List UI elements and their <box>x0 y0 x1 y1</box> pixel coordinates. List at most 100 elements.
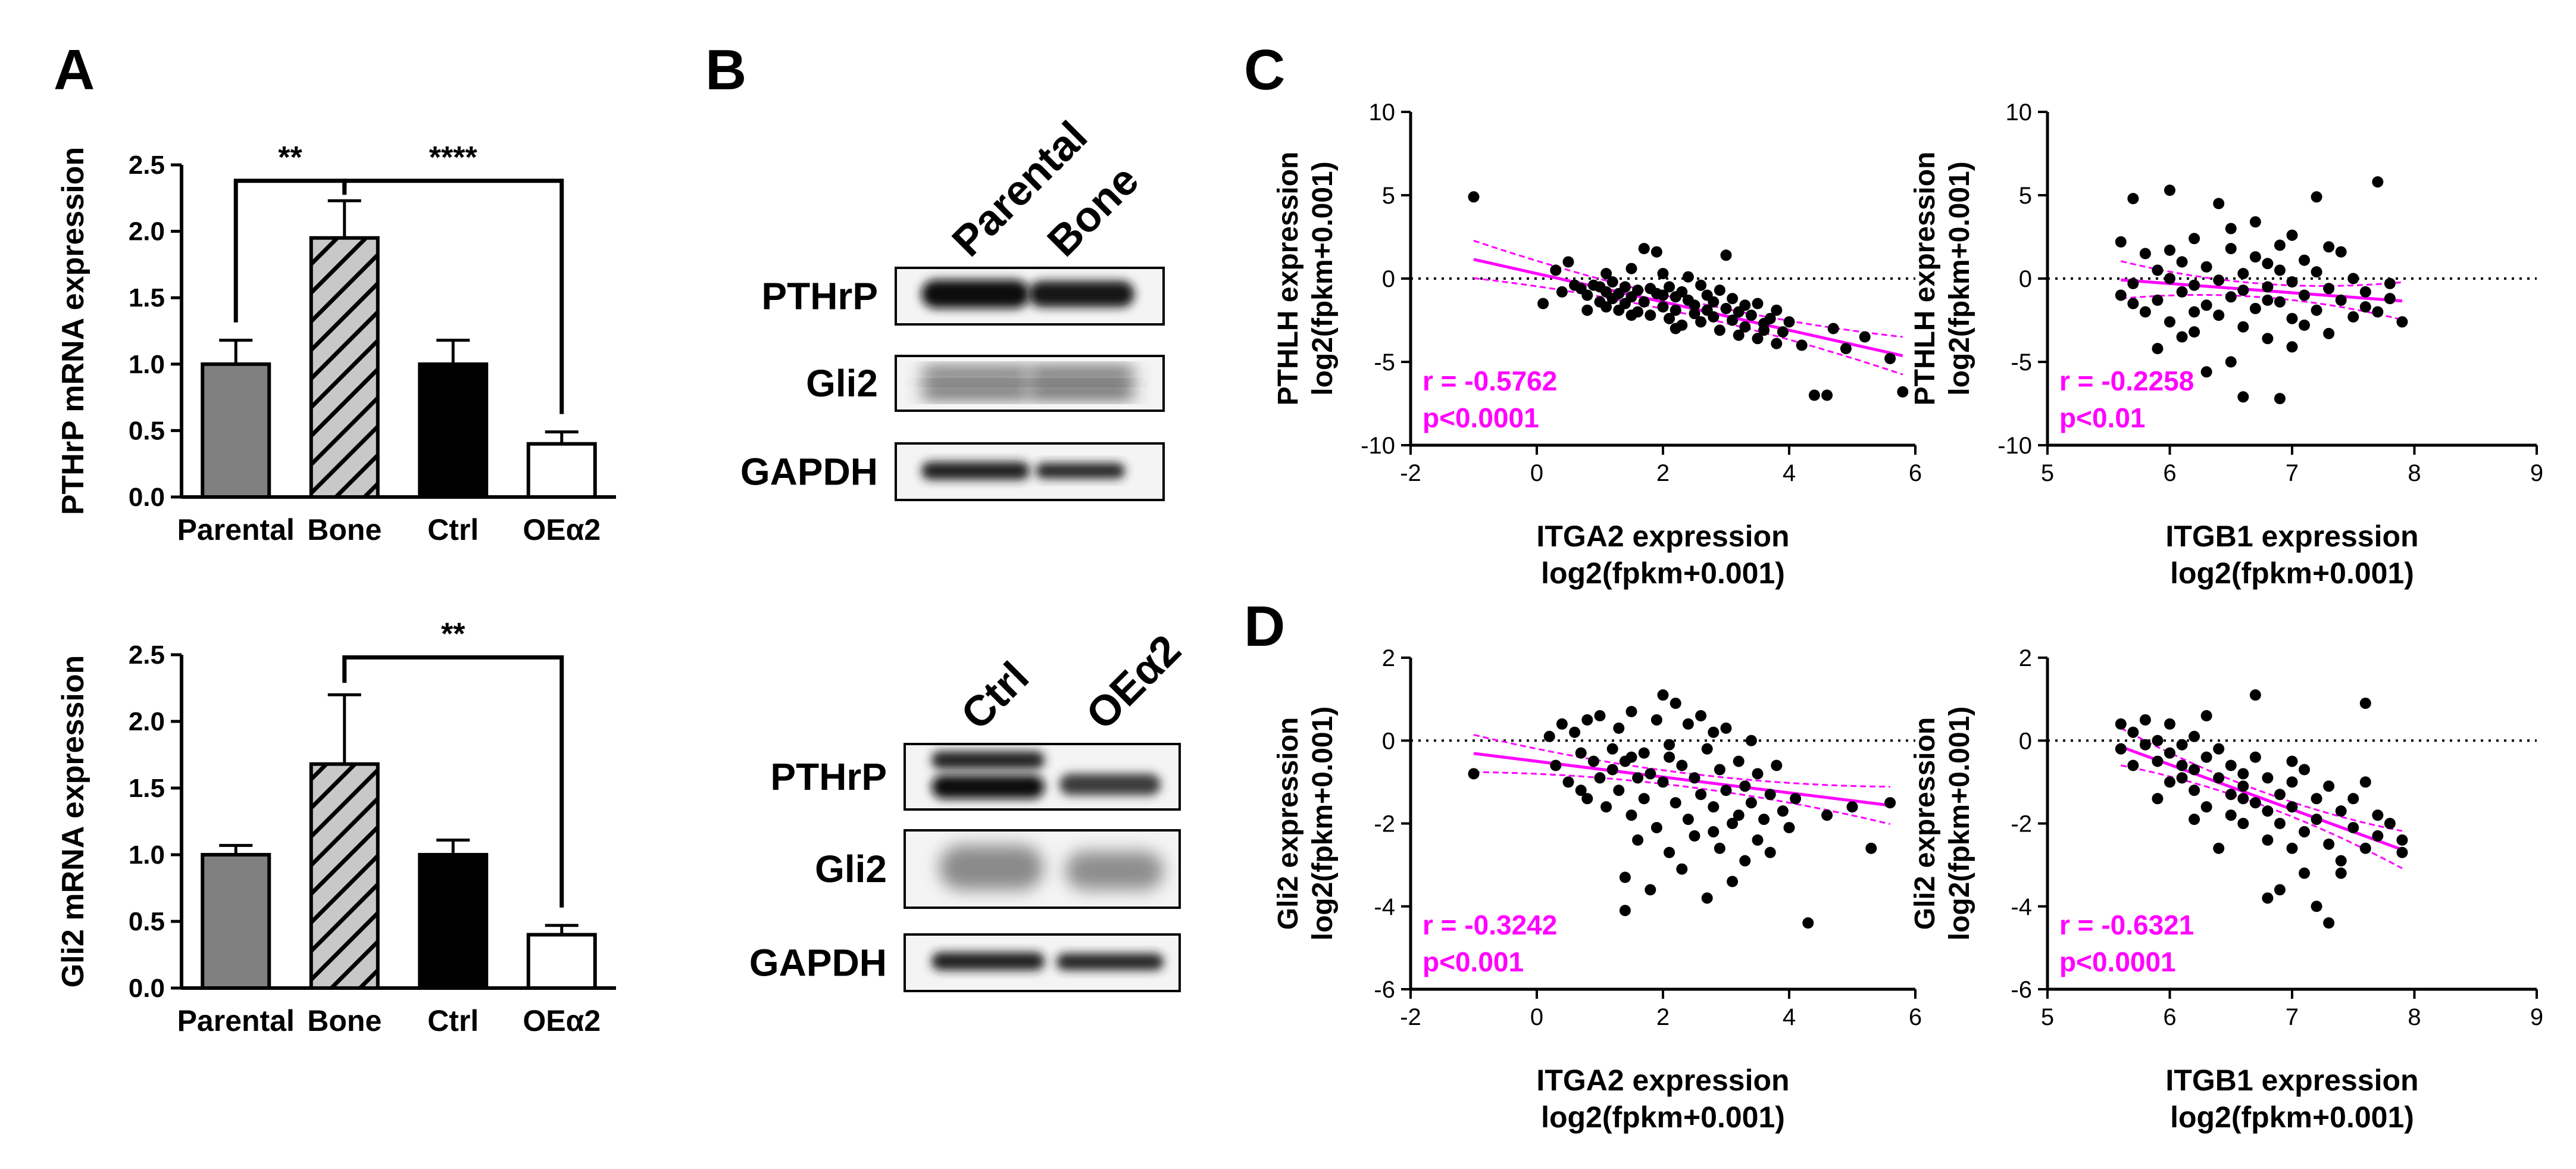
x-tick-label: 2 <box>1656 460 1670 486</box>
data-point <box>2384 293 2396 305</box>
data-point <box>2139 306 2151 318</box>
data-point <box>1556 286 1568 298</box>
protein-band <box>1028 385 1134 398</box>
bar <box>526 442 597 499</box>
y-tick-label: 1.0 <box>129 840 165 870</box>
regression-line <box>2121 278 2403 303</box>
data-point <box>1739 855 1751 867</box>
data-point <box>2200 261 2212 273</box>
data-point <box>1752 768 1764 780</box>
data-point <box>1594 709 1606 721</box>
data-point <box>1695 789 1707 801</box>
y-tick-label: 0.5 <box>129 907 165 936</box>
data-point <box>2213 842 2225 854</box>
data-point <box>2299 289 2311 301</box>
scatter-pthlh-itga2: -10 -5 0 5 10 -2 0 2 4 6 r = -0.5762 p<0.0001 PTHLH … <box>1273 99 1922 590</box>
y-axis-label: PTHLH expression <box>1909 152 1941 406</box>
data-point <box>1821 389 1833 401</box>
data-point <box>2274 239 2286 251</box>
significance-bracket <box>342 655 564 908</box>
data-point <box>2237 768 2249 780</box>
bar <box>526 933 597 990</box>
data-point <box>2274 296 2286 308</box>
data-point <box>2359 842 2371 854</box>
data-point <box>1745 734 1757 746</box>
confidence-band-upper <box>1473 734 1890 788</box>
data-point <box>1783 821 1795 833</box>
data-point <box>1638 243 1650 255</box>
data-point <box>2152 755 2164 767</box>
x-tick-label: 0 <box>1530 460 1543 486</box>
data-point <box>1783 316 1795 328</box>
y-axis-label: Gli2 expression <box>1909 717 1941 930</box>
data-point <box>2384 818 2396 829</box>
data-point <box>1764 846 1776 858</box>
y-axis-label: Gli2 expression <box>1273 717 1304 930</box>
x-tick-label: 0 <box>1530 1004 1543 1030</box>
x-tick-label: 4 <box>1783 1004 1796 1030</box>
protein-band <box>1056 954 1164 970</box>
data-point <box>2115 743 2127 755</box>
data-point <box>2176 772 2188 784</box>
data-point <box>2176 739 2188 751</box>
data-point <box>1550 264 1562 276</box>
x-tick-label: 9 <box>2530 460 2543 486</box>
blot-row-label: PTHrP <box>761 275 878 318</box>
bar-chart-gli2: 0.0 0.5 1.0 1.5 2.0 2.5 Gli2 mRNA expression Pa… <box>56 617 616 1037</box>
data-point <box>2152 294 2164 306</box>
data-point <box>2164 244 2175 256</box>
correlation-r-label: r = -0.2258 <box>2059 365 2194 396</box>
x-tick-label: 5 <box>2041 460 2054 486</box>
data-point <box>2359 301 2371 313</box>
data-point <box>1664 739 1675 751</box>
data-point <box>1562 776 1574 788</box>
data-point <box>1619 281 1631 293</box>
data-point <box>2311 304 2322 316</box>
x-tick-label: OEα2 <box>523 513 601 546</box>
data-point <box>1650 714 1662 726</box>
x-axis-label-units: log2(fpkm+0.001) <box>1541 1101 1785 1134</box>
data-point <box>1657 289 1669 301</box>
data-point <box>1632 772 1644 784</box>
y-tick-label: 1.5 <box>129 283 165 312</box>
data-point <box>1689 308 1700 320</box>
data-point <box>1689 772 1700 784</box>
data-point <box>2139 714 2151 726</box>
data-point <box>1606 276 1618 288</box>
blot-frame <box>895 355 1165 412</box>
data-point <box>1657 301 1669 313</box>
data-point <box>2189 326 2200 338</box>
data-point <box>2200 709 2212 721</box>
data-point <box>2127 193 2139 205</box>
x-tick-label: Parental <box>177 513 295 546</box>
data-point <box>1625 809 1637 821</box>
data-point <box>1689 299 1700 311</box>
data-point <box>1587 755 1599 767</box>
data-point <box>1657 776 1669 788</box>
data-point <box>2164 316 2175 328</box>
y-tick-label: -2 <box>2011 811 2032 837</box>
x-tick-label: 9 <box>2530 1004 2543 1030</box>
data-point <box>2347 793 2359 805</box>
data-point <box>1645 310 1656 321</box>
y-axis-label: Gli2 mRNA expression <box>56 655 90 988</box>
data-point <box>2262 258 2274 270</box>
data-point <box>1468 191 1480 203</box>
data-point <box>1727 314 1739 326</box>
bar <box>309 762 380 990</box>
panel-label-a: A <box>54 38 95 102</box>
data-point <box>2225 356 2237 368</box>
y-tick-label: -4 <box>2011 894 2032 920</box>
protein-band <box>921 368 1030 381</box>
data-point <box>1727 293 1739 305</box>
regression-line <box>1473 258 1903 358</box>
y-tick-label: 0.0 <box>129 974 165 1003</box>
data-point <box>2323 327 2335 339</box>
correlation-r-label: r = -0.6321 <box>2059 909 2194 940</box>
data-point <box>2299 826 2311 837</box>
data-point <box>2152 343 2164 355</box>
data-point <box>2311 793 2322 805</box>
y-tick-label: 0.0 <box>129 483 165 512</box>
